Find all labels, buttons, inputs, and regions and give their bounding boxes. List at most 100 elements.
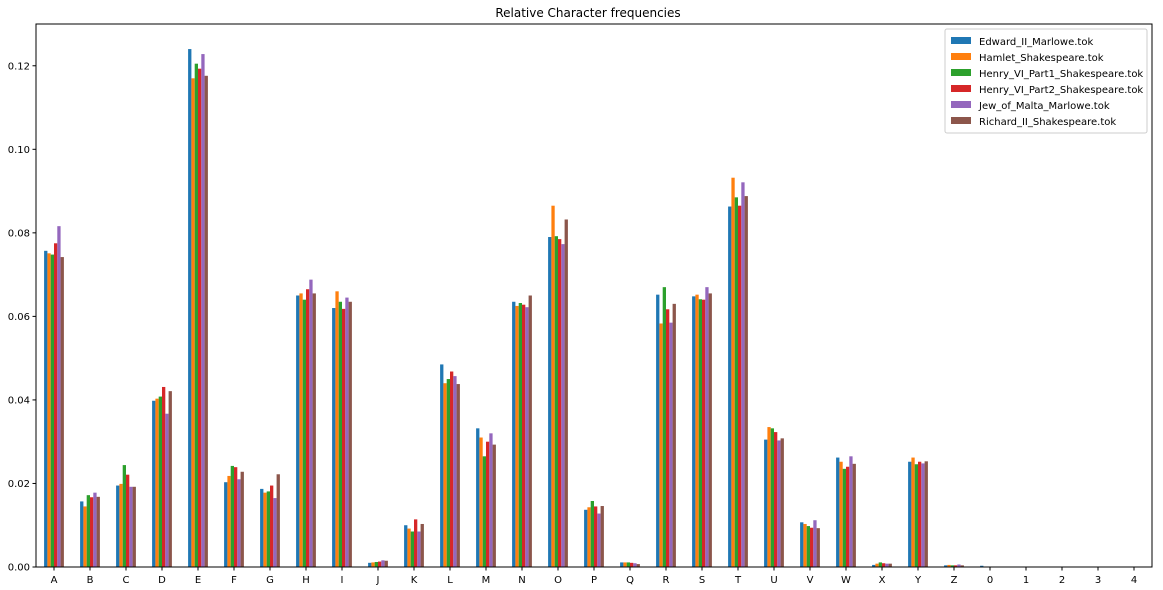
legend-item: Edward_II_Marlowe.tok xyxy=(951,37,1093,48)
bar xyxy=(404,525,408,567)
series-1 xyxy=(47,78,951,568)
series-2 xyxy=(50,63,954,568)
bar xyxy=(165,413,169,567)
x-tick-label: C xyxy=(123,575,130,586)
bar xyxy=(770,428,774,567)
bar xyxy=(158,396,162,567)
x-tick-label: 1 xyxy=(1023,575,1029,586)
y-tick-label: 0.12 xyxy=(8,61,30,72)
bar xyxy=(456,384,460,567)
legend-swatch xyxy=(951,53,971,60)
bar xyxy=(842,468,846,567)
bar xyxy=(122,465,126,567)
x-tick-label: O xyxy=(554,575,562,586)
x-tick-label: K xyxy=(411,575,418,586)
bar xyxy=(119,483,123,567)
x-tick-label: W xyxy=(841,575,851,586)
bar xyxy=(266,491,270,567)
bar xyxy=(302,299,306,567)
bar xyxy=(666,309,670,567)
bar xyxy=(374,561,378,567)
bar xyxy=(263,492,267,567)
bar xyxy=(590,501,594,567)
bar xyxy=(237,479,241,567)
bar xyxy=(335,291,339,567)
bar xyxy=(885,563,889,567)
bar xyxy=(338,301,342,567)
series-0 xyxy=(44,49,984,568)
bar xyxy=(60,257,64,567)
bar xyxy=(954,565,958,567)
bar xyxy=(191,78,195,568)
bar xyxy=(636,564,640,567)
bar xyxy=(669,322,673,567)
bar xyxy=(528,295,532,567)
bar xyxy=(309,279,313,567)
bar xyxy=(155,398,159,567)
x-tick-label: V xyxy=(807,575,814,586)
bar xyxy=(849,456,853,567)
bar xyxy=(188,49,192,568)
legend-swatch xyxy=(951,117,971,124)
bar xyxy=(371,562,375,567)
x-tick-label: F xyxy=(231,575,237,586)
bar xyxy=(44,250,48,567)
bar xyxy=(384,560,388,567)
x-tick-label: R xyxy=(663,575,670,586)
bar xyxy=(306,289,310,567)
bar xyxy=(630,562,634,567)
legend-item: Henry_VI_Part1_Shakespeare.tok xyxy=(951,69,1143,80)
bar xyxy=(806,526,810,567)
bar xyxy=(836,457,840,567)
y-axis: 0.00 0.02 0.04 0.06 0.08 0.10 0.12 xyxy=(8,61,36,574)
bar xyxy=(731,177,735,567)
legend-swatch xyxy=(951,37,971,44)
bar xyxy=(194,63,198,568)
bar xyxy=(260,488,264,567)
bar xyxy=(57,226,61,567)
bar xyxy=(227,475,231,567)
bar xyxy=(312,293,316,567)
bar xyxy=(774,432,778,567)
y-tick-label: 0.04 xyxy=(8,395,30,406)
bar xyxy=(476,428,480,567)
bar xyxy=(116,485,120,567)
x-tick-label: 4 xyxy=(1131,575,1137,586)
x-tick-label: T xyxy=(734,575,742,586)
bar xyxy=(924,461,928,567)
bar xyxy=(872,564,876,567)
bar xyxy=(270,485,274,567)
bar xyxy=(492,444,496,567)
bar xyxy=(944,565,948,567)
bar xyxy=(368,562,372,567)
bar xyxy=(980,565,984,567)
bar xyxy=(450,371,454,567)
x-tick-label: H xyxy=(302,575,310,586)
bar xyxy=(296,295,300,567)
bar xyxy=(659,323,663,567)
bar xyxy=(234,467,238,567)
bar xyxy=(800,522,804,567)
bar xyxy=(764,439,768,567)
bar xyxy=(198,68,202,567)
bar xyxy=(332,308,336,567)
bar xyxy=(587,507,591,567)
bar xyxy=(446,379,450,567)
bar xyxy=(911,457,915,567)
bar xyxy=(420,523,424,567)
bar xyxy=(662,287,666,567)
bar xyxy=(129,486,133,567)
x-tick-label: G xyxy=(266,575,274,586)
bar xyxy=(695,294,699,567)
y-tick-label: 0.02 xyxy=(8,479,30,490)
y-tick-label: 0.10 xyxy=(8,145,30,156)
bar xyxy=(83,506,87,567)
bar xyxy=(410,531,414,567)
bar xyxy=(839,461,843,567)
bar xyxy=(584,509,588,567)
bar xyxy=(381,560,385,567)
bar xyxy=(597,513,601,567)
x-tick-label: N xyxy=(518,575,525,586)
bar xyxy=(918,461,922,567)
